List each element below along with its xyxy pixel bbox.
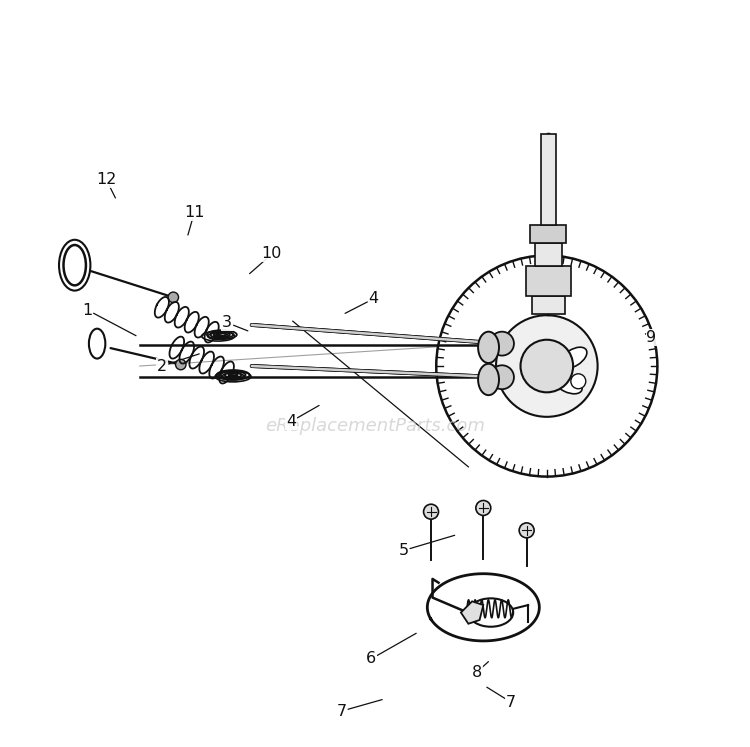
Ellipse shape — [560, 347, 587, 368]
Ellipse shape — [478, 364, 499, 395]
Circle shape — [520, 340, 573, 392]
Text: eReplacementParts.com: eReplacementParts.com — [265, 417, 485, 435]
Text: 9: 9 — [646, 330, 656, 345]
Text: 8: 8 — [472, 665, 482, 680]
Text: 7: 7 — [336, 704, 346, 719]
FancyBboxPatch shape — [526, 266, 571, 296]
Polygon shape — [461, 601, 483, 624]
Text: 4: 4 — [286, 414, 296, 429]
Text: 12: 12 — [96, 172, 116, 187]
FancyBboxPatch shape — [530, 225, 566, 244]
Circle shape — [476, 500, 490, 515]
Circle shape — [176, 359, 186, 370]
Text: 7: 7 — [506, 695, 516, 710]
Text: 5: 5 — [398, 543, 409, 558]
Circle shape — [490, 365, 514, 389]
Ellipse shape — [89, 329, 105, 359]
FancyBboxPatch shape — [541, 134, 556, 225]
Circle shape — [436, 255, 657, 477]
Circle shape — [496, 315, 598, 417]
Ellipse shape — [554, 374, 582, 394]
FancyBboxPatch shape — [532, 296, 565, 314]
Text: 1: 1 — [82, 303, 92, 317]
Text: 2: 2 — [157, 359, 167, 374]
Ellipse shape — [478, 332, 499, 363]
Text: 3: 3 — [222, 315, 232, 330]
Circle shape — [571, 374, 586, 388]
Text: 6: 6 — [366, 651, 376, 666]
Circle shape — [490, 332, 514, 356]
Text: 10: 10 — [262, 247, 282, 261]
Text: 4: 4 — [368, 291, 379, 306]
Circle shape — [168, 292, 178, 303]
Circle shape — [519, 523, 534, 538]
Circle shape — [424, 504, 439, 519]
Ellipse shape — [64, 245, 86, 285]
FancyBboxPatch shape — [535, 244, 562, 266]
Text: 11: 11 — [184, 205, 205, 220]
